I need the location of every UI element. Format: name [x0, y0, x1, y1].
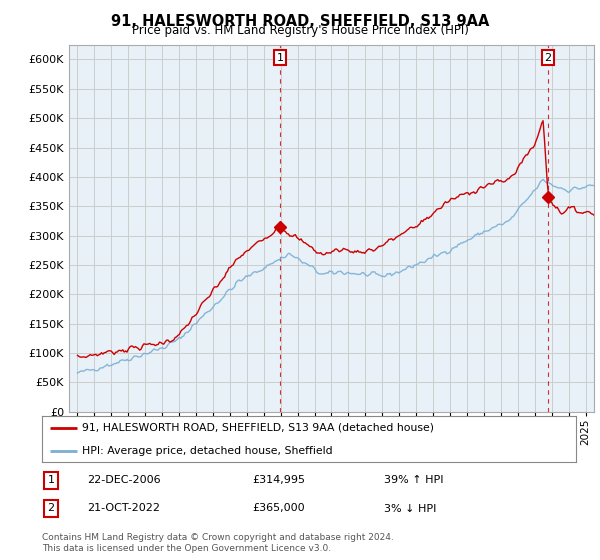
Text: 21-OCT-2022: 21-OCT-2022 [87, 503, 160, 514]
Text: Contains HM Land Registry data © Crown copyright and database right 2024.
This d: Contains HM Land Registry data © Crown c… [42, 533, 394, 553]
Text: 91, HALESWORTH ROAD, SHEFFIELD, S13 9AA: 91, HALESWORTH ROAD, SHEFFIELD, S13 9AA [111, 14, 489, 29]
Text: 2: 2 [545, 53, 551, 63]
Text: 91, HALESWORTH ROAD, SHEFFIELD, S13 9AA (detached house): 91, HALESWORTH ROAD, SHEFFIELD, S13 9AA … [82, 423, 434, 432]
Text: 3% ↓ HPI: 3% ↓ HPI [384, 503, 436, 514]
Text: 22-DEC-2006: 22-DEC-2006 [87, 475, 161, 486]
Text: 39% ↑ HPI: 39% ↑ HPI [384, 475, 443, 486]
Text: £365,000: £365,000 [252, 503, 305, 514]
Text: HPI: Average price, detached house, Sheffield: HPI: Average price, detached house, Shef… [82, 446, 332, 455]
Text: 1: 1 [277, 53, 284, 63]
Text: 1: 1 [47, 475, 55, 486]
Text: £314,995: £314,995 [252, 475, 305, 486]
Text: 2: 2 [47, 503, 55, 514]
Text: Price paid vs. HM Land Registry's House Price Index (HPI): Price paid vs. HM Land Registry's House … [131, 24, 469, 37]
